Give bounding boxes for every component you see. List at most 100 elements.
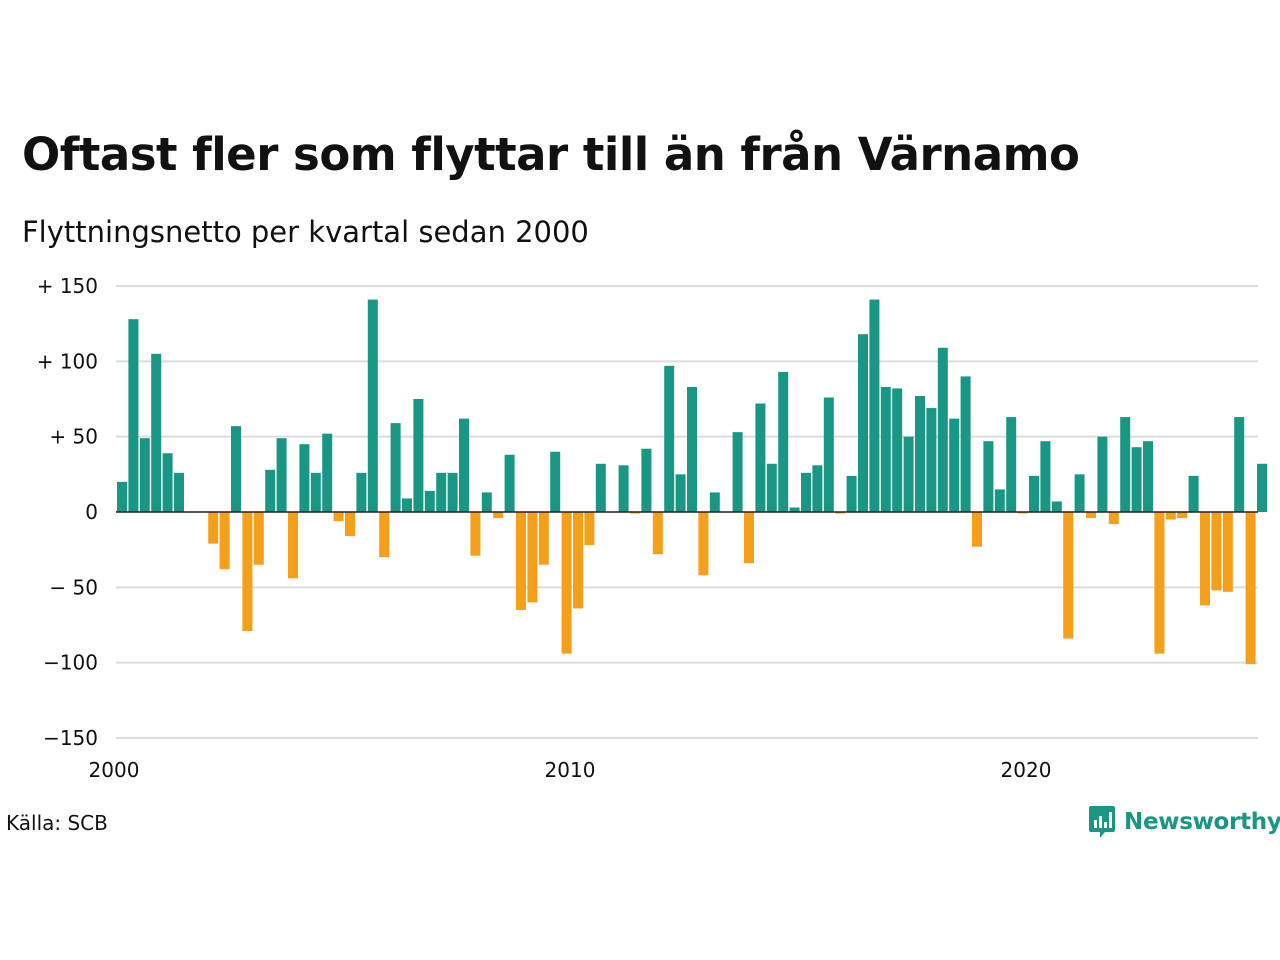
bar: [732, 432, 743, 512]
bar: [174, 472, 184, 512]
bar: [504, 454, 515, 512]
bar: [983, 441, 994, 512]
bar: [687, 386, 697, 512]
bar: [858, 334, 868, 512]
y-tick-label: + 150: [37, 274, 98, 298]
chart-title: Oftast fler som flyttar till än från Vär…: [22, 128, 1080, 181]
bar: [1120, 417, 1131, 512]
bar: [265, 469, 276, 512]
bar: [322, 433, 333, 512]
bar: [652, 512, 663, 555]
bar: [390, 423, 401, 512]
y-tick-label: 0: [85, 500, 98, 524]
bar: [630, 512, 640, 514]
bar: [1097, 436, 1108, 512]
source-note: Källa: SCB: [6, 811, 108, 835]
bar: [664, 365, 675, 512]
bar: [231, 426, 241, 512]
bar: [892, 388, 903, 512]
bar: [424, 490, 435, 512]
bar: [1063, 512, 1074, 639]
bar: [208, 512, 219, 544]
bar: [675, 474, 686, 512]
chart-subtitle: Flyttningsnetto per kvartal sedan 2000: [22, 215, 589, 249]
bar: [926, 408, 937, 512]
bar: [1188, 475, 1199, 512]
bar: [1017, 512, 1028, 514]
bar: [789, 507, 800, 512]
bar: [413, 399, 424, 512]
bar: [1051, 501, 1062, 512]
bar: [151, 353, 162, 512]
bar: [1154, 512, 1165, 654]
y-tick-label: −100: [43, 651, 98, 675]
bar: [436, 472, 447, 512]
bar: [550, 451, 561, 512]
bar: [812, 465, 823, 512]
bar: [1245, 512, 1256, 665]
bar: [128, 319, 139, 512]
x-tick-label: 2000: [89, 758, 140, 782]
y-tick-label: + 100: [37, 349, 98, 373]
bar: [846, 475, 857, 512]
bar: [459, 418, 469, 512]
bar: [972, 512, 982, 547]
y-axis-ticks: + 150 + 100 + 50 0 − 50 −100 −150: [37, 274, 98, 750]
bar: [1200, 512, 1210, 606]
brand-name: Newsworthy: [1124, 809, 1280, 835]
bar: [493, 512, 504, 519]
bar: [778, 371, 789, 512]
x-tick-label: 2010: [545, 758, 596, 782]
bar: [139, 438, 150, 512]
bar: [516, 512, 526, 610]
x-axis-ticks: 2000 2010 2020: [89, 758, 1052, 782]
y-tick-label: + 50: [49, 425, 98, 449]
bar: [755, 403, 766, 512]
bar: [698, 512, 709, 576]
bar: [538, 512, 549, 565]
bar: [1143, 441, 1153, 512]
bar: [367, 299, 378, 512]
bar: [481, 492, 492, 512]
bar: [1040, 441, 1051, 512]
bar: [1165, 512, 1176, 520]
bar: [276, 438, 287, 512]
newsworthy-logo[interactable]: Newsworthy: [1088, 802, 1280, 842]
bar: [1074, 474, 1085, 512]
bar: [1131, 447, 1142, 512]
bar: [288, 512, 298, 579]
bar: [880, 386, 891, 512]
y-tick-label: −150: [43, 726, 98, 750]
bar: [310, 472, 321, 512]
bar: [1108, 512, 1119, 525]
bar: [1006, 417, 1017, 512]
bar: [345, 512, 355, 537]
bar: [835, 512, 846, 514]
bar: [333, 512, 344, 522]
bar: [960, 376, 971, 512]
bar: [1029, 475, 1039, 512]
bar: [618, 465, 629, 512]
bar: [584, 512, 595, 546]
bar: [1234, 417, 1245, 512]
bar: [915, 395, 925, 512]
bar: [402, 498, 412, 512]
bar: [1177, 512, 1188, 519]
bar: [573, 512, 583, 609]
bar: [561, 512, 572, 654]
bar: [709, 492, 720, 512]
bar: [801, 472, 811, 512]
bar: [766, 463, 777, 512]
bar: [869, 299, 880, 512]
bar: [253, 512, 264, 565]
bar: [117, 481, 127, 512]
bar: [595, 463, 606, 512]
bar: [299, 444, 310, 512]
bar: [447, 472, 458, 512]
bar: [242, 512, 253, 632]
bar: [470, 512, 481, 556]
x-tick-label: 2020: [1001, 758, 1052, 782]
bar: [641, 448, 652, 512]
bar: [744, 512, 754, 564]
